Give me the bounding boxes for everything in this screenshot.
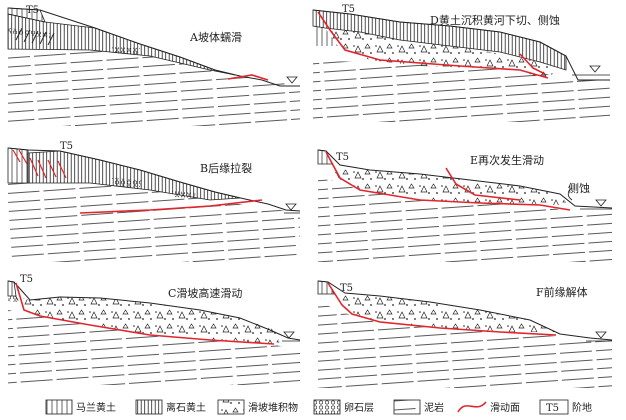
- slip-surface: [317, 11, 549, 79]
- landslide-deposit-layer: [338, 293, 556, 332]
- gravel-lens: [172, 191, 196, 198]
- legend-label: 阶地: [572, 401, 592, 414]
- legend-item-gravel: 卵石层: [313, 399, 374, 415]
- panel-d: T5 D黄土沉积黄河下切、侧蚀: [312, 4, 610, 122]
- legend-item-terrace: T5 阶地: [539, 399, 592, 415]
- legend-item-lishi: 离石黄土: [135, 399, 206, 415]
- mudstone-layer: [8, 183, 300, 262]
- ground-profile: [317, 149, 613, 209]
- landslide-deposit-layer: [14, 296, 280, 344]
- mudstone-layer: [8, 49, 300, 126]
- water-level-symbol: [284, 203, 300, 214]
- legend: 马兰黄土 离石黄土 滑坡堆积物 卵石层 泥岩 滑动面 T5 阶地: [45, 399, 592, 415]
- legend-item-mudstone: 泥岩: [393, 399, 444, 415]
- legend-terrace-symbol: T5: [546, 403, 559, 414]
- gravel-layer: [8, 296, 18, 302]
- legend-label: 卵石层: [344, 402, 374, 414]
- panel-caption: F前缘解体: [536, 285, 588, 299]
- panel-caption: E再次发生滑动: [470, 153, 544, 167]
- landslide-deposit-layer: [325, 28, 560, 80]
- ground-profile: [312, 9, 610, 81]
- malan-loess-layer: [7, 147, 29, 184]
- water-level-symbol: [586, 331, 612, 342]
- ground-profile: [7, 7, 300, 87]
- legend-item-deposit: 滑坡堆积物: [217, 399, 298, 415]
- mudstone-layer: [318, 300, 612, 388]
- water-level-symbol: [580, 199, 612, 210]
- slip-surface: [79, 199, 263, 214]
- terrace-label: T5: [336, 152, 349, 163]
- panel-f: T5 F前缘解体: [317, 280, 613, 388]
- panel-c: T5 C滑坡高速滑动: [7, 274, 301, 385]
- landslide-deposit-layer: [330, 165, 568, 205]
- panel-caption: D黄土沉积黄河下切、侧蚀: [430, 13, 560, 27]
- panel-e: T5 E再次发生滑动 侧蚀: [317, 149, 613, 262]
- panel-caption: C滑坡高速滑动: [168, 286, 242, 300]
- legend-label: 离石黄土: [166, 401, 206, 414]
- ground-profile: [7, 280, 301, 341]
- legend-label: 泥岩: [424, 401, 444, 414]
- slip-surface: [227, 74, 269, 81]
- slip-surface: [15, 282, 275, 345]
- slip-surface: [325, 151, 571, 211]
- terrace-label: T5: [26, 5, 39, 16]
- terrace-label: T5: [60, 141, 73, 152]
- legend-item-malan: 马兰黄土: [45, 399, 116, 415]
- slip-surface: [327, 282, 557, 336]
- slip-surface: [519, 53, 546, 75]
- legend-label: 滑动面: [490, 402, 520, 414]
- slip-surface: [445, 167, 521, 201]
- terrace-label: T5: [20, 274, 33, 285]
- tension-cracks: [15, 27, 55, 46]
- ground-profile: [317, 280, 613, 341]
- water-level-symbol: [572, 65, 610, 76]
- lateral-erosion-arrow: [567, 187, 573, 201]
- gravel-lens: [112, 178, 142, 187]
- tension-cracks: [12, 149, 67, 179]
- mudstone-layer: [8, 310, 300, 385]
- legend-label: 马兰黄土: [76, 401, 116, 414]
- water-level-symbol: [285, 76, 300, 87]
- panel-caption: A坡体蠕滑: [189, 30, 242, 44]
- malan-loess-layer: [317, 149, 333, 165]
- gravel-lens: [112, 47, 140, 54]
- panel-a: T5 A坡体蠕滑: [7, 5, 300, 126]
- mudstone-layer: [318, 175, 612, 262]
- water-level-symbol: [282, 331, 300, 342]
- ground-profile: [7, 147, 301, 212]
- lateral-erosion-label: 侧蚀: [568, 181, 590, 195]
- legend-label: 滑坡堆积物: [248, 401, 298, 414]
- terrace-label: T5: [342, 4, 355, 15]
- panel-caption: B后缘拉裂: [200, 161, 252, 175]
- legend-item-slipsurface: 滑动面: [457, 401, 520, 414]
- panel-b: T5 B后缘拉裂: [7, 141, 301, 262]
- terrace-label: T5: [340, 283, 353, 294]
- malan-loess-layer: [313, 26, 338, 46]
